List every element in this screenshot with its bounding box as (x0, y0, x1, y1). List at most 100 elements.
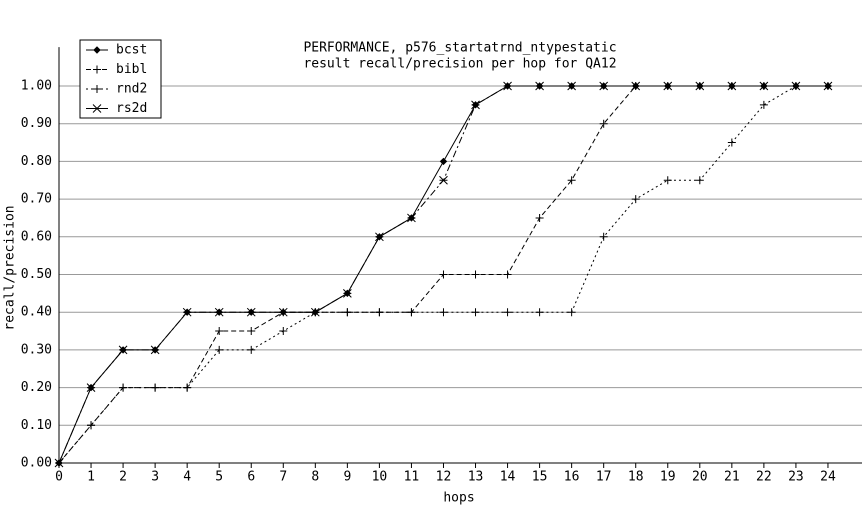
y-tick-label: 1.00 (21, 79, 52, 94)
marker (183, 383, 192, 392)
legend-marker (93, 46, 101, 54)
chart-title: PERFORMANCE, p576_startatrnd_ntypestatic (303, 41, 616, 56)
x-tick-label: 3 (151, 470, 159, 485)
y-tick-label: 0.00 (21, 456, 52, 471)
legend: bcst bibl rnd2 rs2d (79, 39, 162, 119)
x-tick-label: 17 (596, 470, 612, 485)
marker (695, 176, 704, 185)
y-tick-label: 0.60 (21, 229, 52, 244)
marker (182, 307, 192, 317)
marker (247, 327, 256, 336)
marker (567, 81, 576, 91)
x-tick-label: 13 (468, 470, 484, 485)
legend-label: bcst (116, 43, 147, 58)
marker (375, 308, 384, 317)
marker (599, 119, 608, 128)
marker (471, 100, 480, 110)
marker (54, 458, 64, 468)
y-tick-label: 0.40 (21, 305, 52, 320)
marker (150, 345, 160, 355)
marker (823, 81, 833, 91)
marker (86, 383, 96, 392)
marker (118, 345, 128, 355)
x-tick-label: 12 (436, 470, 452, 485)
x-tick-label: 6 (247, 470, 255, 485)
x-tick-label: 20 (692, 470, 708, 485)
marker (407, 213, 416, 223)
x-tick-label: 10 (372, 470, 388, 485)
marker (599, 81, 609, 91)
x-tick-label: 1 (87, 470, 95, 485)
marker (246, 307, 256, 317)
marker (343, 288, 352, 298)
marker (535, 213, 544, 222)
x-tick-label: 24 (820, 470, 836, 485)
legend-marker (93, 85, 101, 93)
marker (119, 383, 128, 392)
y-tick-label: 0.50 (21, 267, 52, 282)
y-tick-label: 0.30 (21, 342, 52, 357)
marker (439, 157, 448, 166)
x-tick-label: 2 (119, 470, 127, 485)
marker (727, 81, 737, 91)
marker (695, 81, 705, 91)
chart-subtitle: result recall/precision per hop for QA12 (303, 57, 616, 72)
x-tick-label: 9 (343, 470, 351, 485)
marker (215, 327, 224, 336)
marker (567, 308, 576, 317)
x-tick-label: 7 (279, 470, 287, 485)
marker (375, 232, 384, 242)
y-tick-label: 0.80 (21, 154, 52, 169)
marker (247, 345, 256, 354)
marker (407, 308, 416, 317)
marker (471, 270, 480, 279)
x-axis-label: hops (443, 491, 474, 506)
marker (535, 308, 544, 317)
marker (439, 270, 448, 279)
marker (503, 308, 512, 317)
x-tick-label: 11 (404, 470, 420, 485)
x-tick-label: 19 (660, 470, 676, 485)
x-tick-label: 16 (564, 470, 580, 485)
legend-marker (93, 65, 101, 74)
x-tick-label: 14 (500, 470, 516, 485)
marker (278, 307, 288, 317)
marker (631, 195, 640, 204)
x-tick-label: 22 (756, 470, 772, 485)
marker (214, 307, 224, 317)
marker (87, 421, 96, 430)
marker (439, 175, 448, 185)
marker (215, 345, 224, 354)
x-tick-label: 23 (788, 470, 804, 485)
x-tick-label: 5 (215, 470, 223, 485)
x-tick-label: 4 (183, 470, 191, 485)
marker (535, 81, 544, 91)
marker (663, 81, 673, 91)
legend-label: bibl (116, 62, 147, 77)
marker (503, 81, 512, 91)
legend-label: rnd2 (116, 82, 147, 97)
marker (503, 270, 512, 279)
marker (151, 383, 160, 392)
marker (759, 81, 769, 91)
legend-marker (92, 104, 102, 113)
y-tick-label: 0.90 (21, 116, 52, 131)
marker (439, 308, 448, 317)
marker (759, 100, 768, 109)
marker (567, 176, 576, 185)
marker (279, 327, 288, 336)
x-tick-label: 0 (55, 470, 63, 485)
marker (599, 232, 608, 241)
y-tick-label: 0.20 (21, 380, 52, 395)
legend-label: rs2d (116, 101, 147, 116)
marker (310, 307, 320, 317)
marker (631, 81, 641, 91)
x-tick-label: 15 (532, 470, 548, 485)
y-tick-label: 0.70 (21, 192, 52, 207)
marker (727, 138, 736, 147)
y-axis-label: recall/precision (3, 205, 18, 330)
marker (791, 81, 801, 91)
x-tick-label: 21 (724, 470, 740, 485)
marker (343, 308, 352, 317)
